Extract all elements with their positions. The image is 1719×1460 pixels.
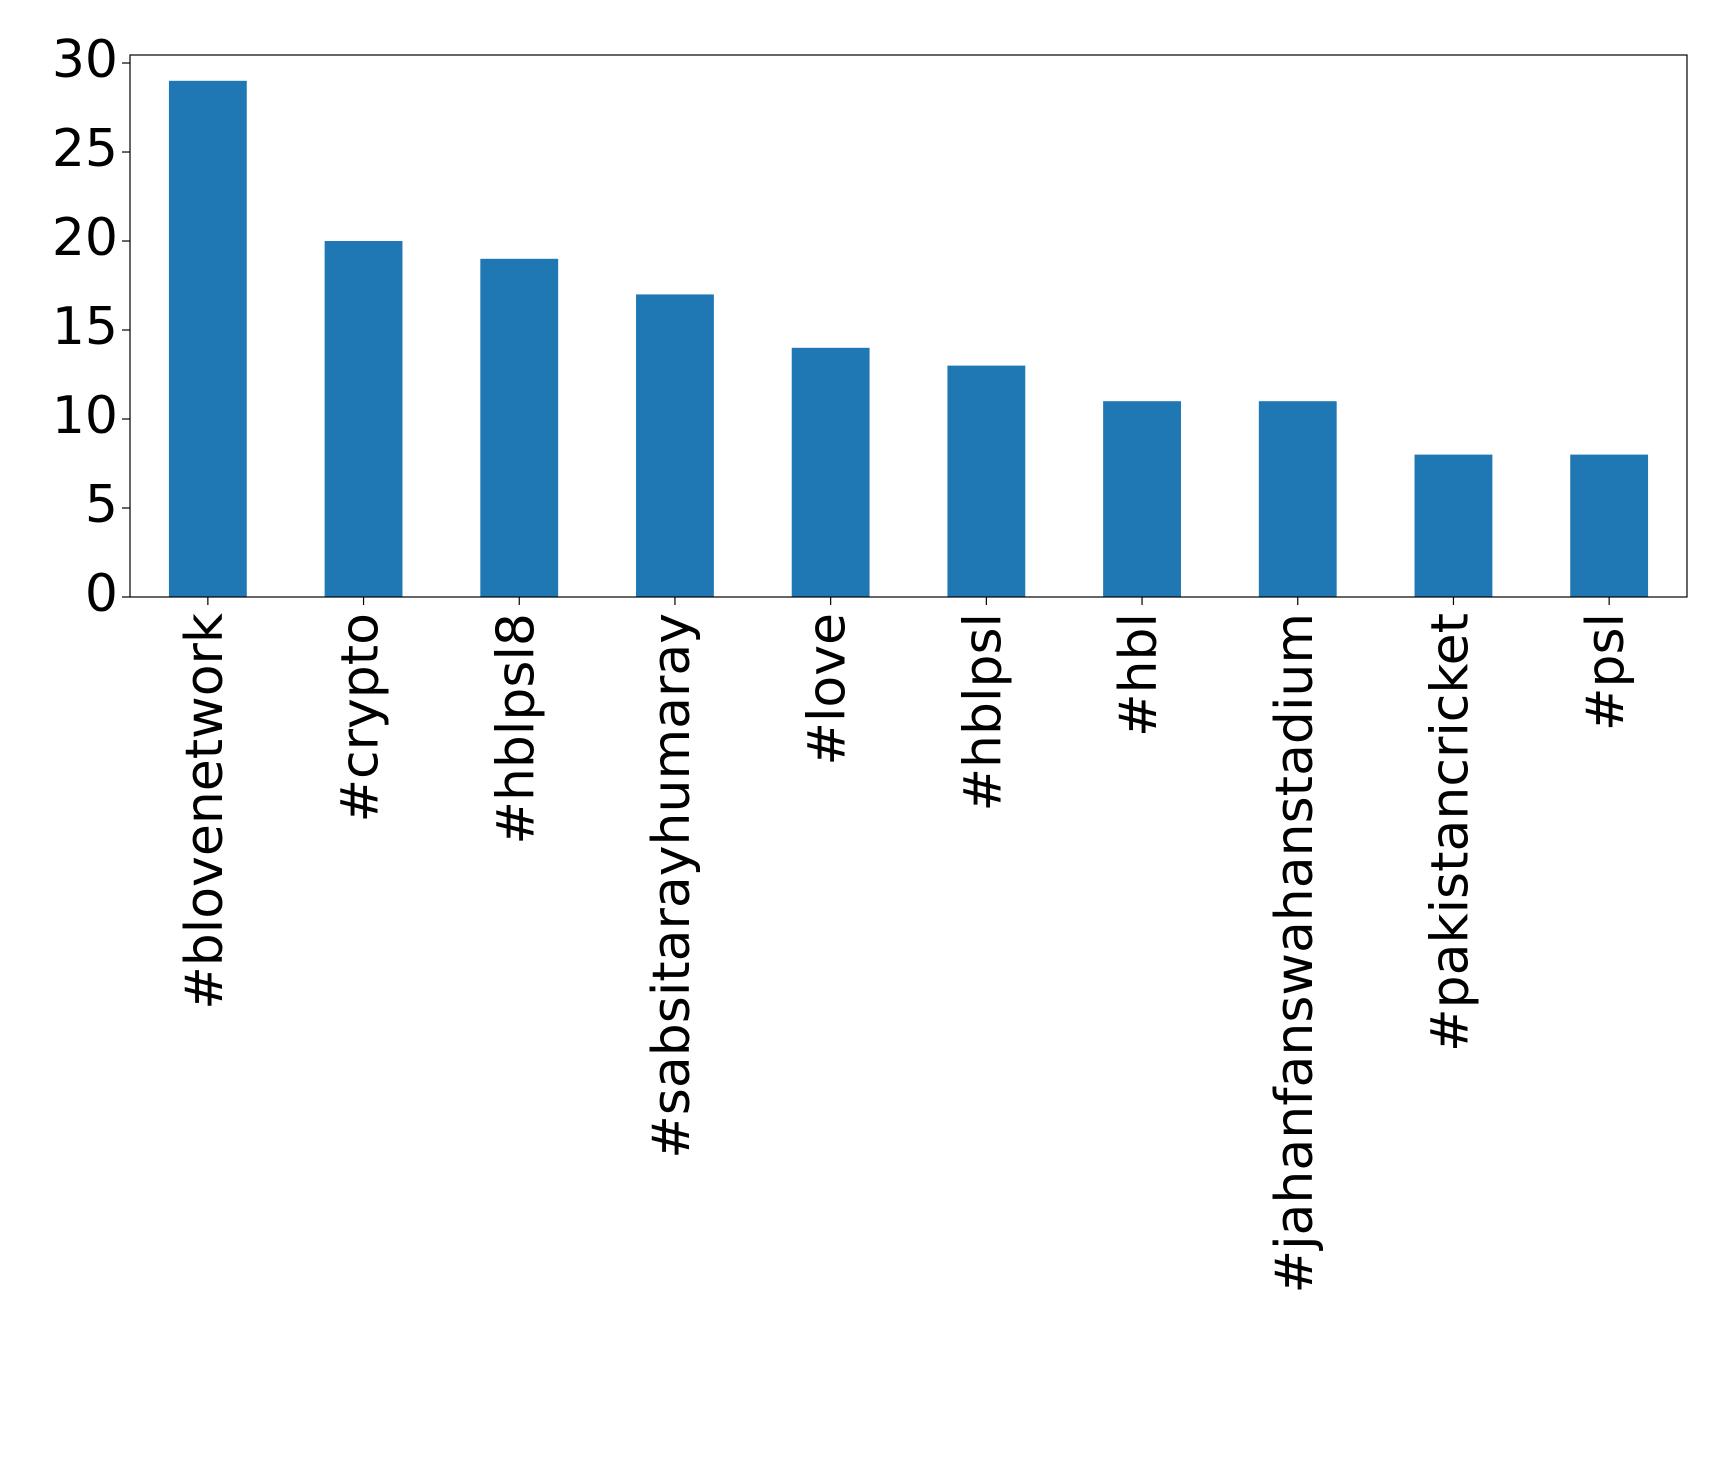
y-tick-label: 30 — [52, 30, 118, 90]
bar — [636, 294, 714, 597]
bar — [947, 365, 1026, 597]
y-tick-label: 25 — [52, 119, 118, 179]
y-tick-label: 5 — [85, 475, 118, 535]
bar — [1258, 401, 1337, 597]
x-tick-label: #sabsitarayhumaray — [642, 613, 702, 1159]
x-tick-label: #hblpsl8 — [486, 613, 546, 845]
bar — [791, 347, 870, 597]
y-tick-label: 20 — [52, 208, 118, 268]
bar — [168, 80, 247, 598]
x-tick-label: #hbl — [1109, 613, 1169, 737]
bar — [1103, 401, 1181, 597]
x-tick-label: #love — [798, 613, 858, 766]
bar — [1414, 454, 1493, 597]
bar — [1570, 454, 1649, 597]
x-tick-label: #blovenetwork — [175, 613, 235, 1010]
x-tick-label: #hblpsl — [953, 613, 1013, 812]
x-tick-label: #pakistancricket — [1420, 613, 1480, 1052]
x-tick-label: #jahanfanswahanstadium — [1265, 613, 1325, 1293]
bar — [324, 241, 403, 597]
y-tick-label: 0 — [85, 564, 118, 624]
x-tick-label: #crypto — [331, 613, 391, 823]
x-tick-label: #psl — [1576, 613, 1636, 731]
bar — [480, 258, 559, 597]
y-tick-label: 15 — [52, 297, 118, 357]
y-tick-label: 10 — [52, 386, 118, 446]
plot-frame — [129, 54, 1688, 598]
